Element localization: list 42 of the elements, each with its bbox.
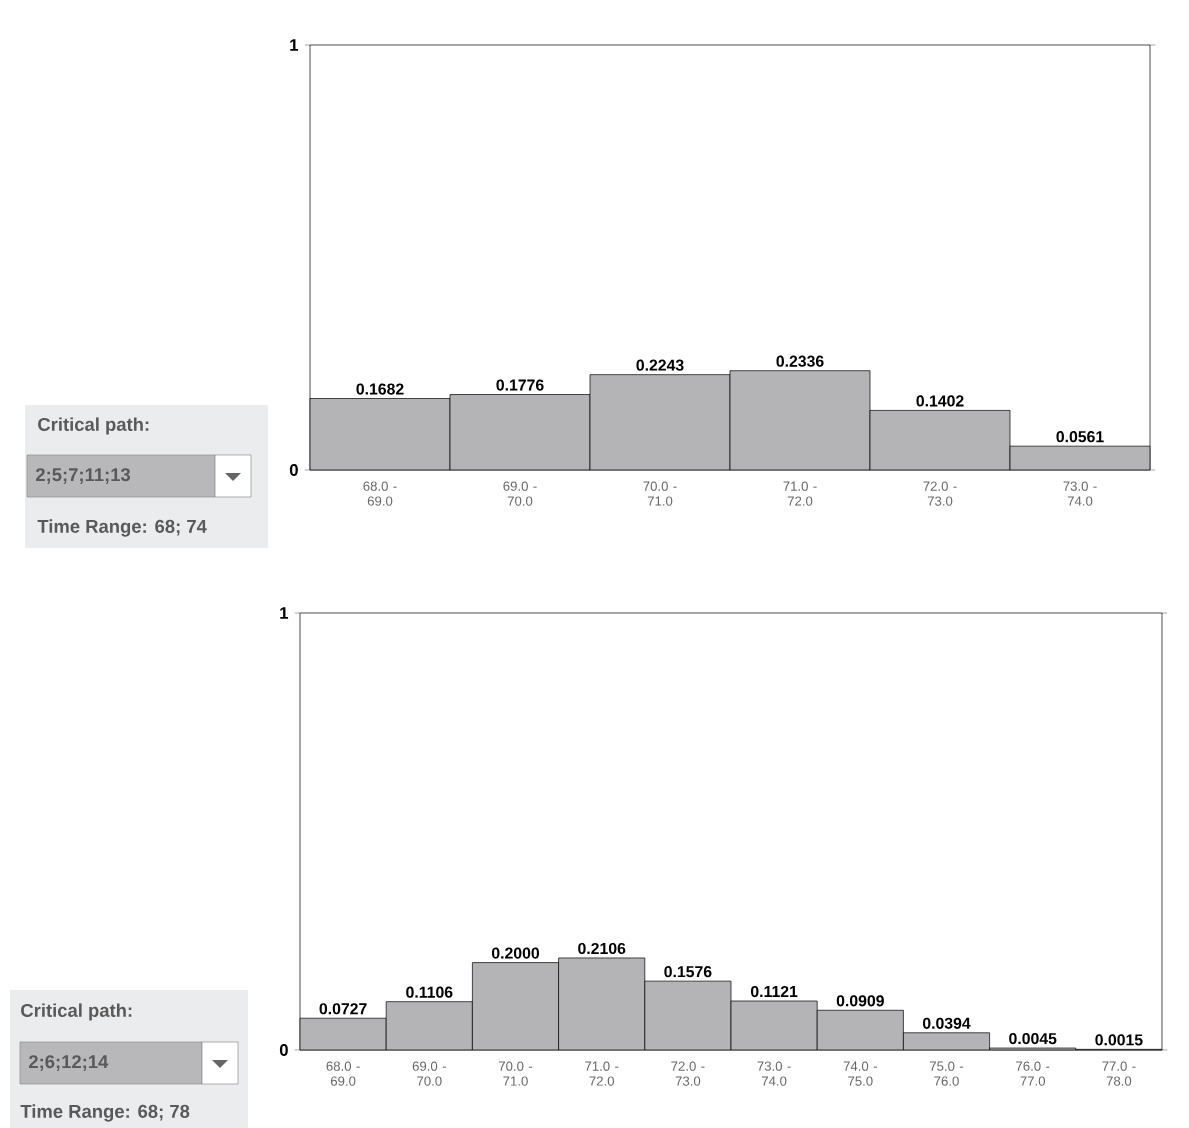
data-label: 0.0045 [1009,1032,1057,1045]
x-tick-label: 74.0 - 75.0 [843,1061,877,1086]
data-label: 0.1682 [356,383,404,395]
data-label: 0.0909 [836,995,884,1007]
y-tick-label: 1 [280,607,289,619]
text: Critical path: [21,1003,132,1021]
x-tick-label: 68.0 - 69.0 [326,1061,360,1086]
y-tick-label: 0 [289,464,298,476]
x-tick-label: 73.0 - 74.0 [757,1061,791,1086]
x-tick-label: 70.0 - 71.0 [498,1061,533,1086]
x-tick-label: 68.0 - 69.0 [363,481,397,506]
data-label: 0.2106 [578,942,626,955]
x-tick-label: 71.0 - 72.0 [783,481,817,506]
data-label: 0.1121 [750,985,798,998]
x-tick-label: 72.0 - 73.0 [923,481,957,506]
x-tick-label: 76.0 - 77.0 [1016,1061,1050,1086]
text: Time Range: 68; 78 [20,1104,190,1122]
x-tick-label: 72.0 - 73.0 [671,1061,705,1086]
x-tick-label: 75.0 - 76.0 [929,1061,964,1086]
data-label: 0.0394 [922,1017,971,1029]
data-label: 0.1776 [496,379,544,391]
y-tick-label: 1 [290,39,299,51]
x-tick-label: 77.0 - 78.0 [1102,1061,1136,1086]
x-tick-label: 70.0 - 71.0 [643,481,677,506]
data-label: 0.1576 [664,966,712,978]
data-label: 0.2000 [491,947,540,959]
x-tick-label: 69.0 - 70.0 [412,1061,446,1086]
text: 2;5;7;11;13 [35,468,131,484]
text: Time Range: 68; 74 [37,519,207,537]
data-label: 0.2336 [776,355,824,367]
data-label: 0.0561 [1056,431,1104,443]
y-tick-label: 0 [279,1044,288,1056]
data-label: 0.0015 [1095,1034,1143,1046]
text: Critical path: [38,417,149,435]
data-label: 0.1402 [916,395,964,407]
data-label: 0.2243 [636,359,684,371]
x-tick-label: 73.0 - 74.0 [1063,481,1097,506]
data-label: 0.1106 [406,986,453,998]
data-label: 0.0727 [319,1003,367,1015]
text: 2;6;12;14 [28,1055,109,1071]
x-tick-label: 71.0 - 72.0 [585,1061,619,1086]
x-tick-label: 69.0 - 70.0 [503,481,537,506]
